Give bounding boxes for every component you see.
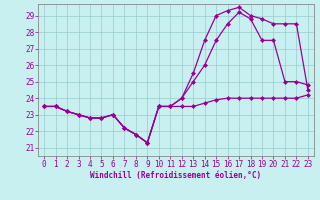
X-axis label: Windchill (Refroidissement éolien,°C): Windchill (Refroidissement éolien,°C) — [91, 171, 261, 180]
